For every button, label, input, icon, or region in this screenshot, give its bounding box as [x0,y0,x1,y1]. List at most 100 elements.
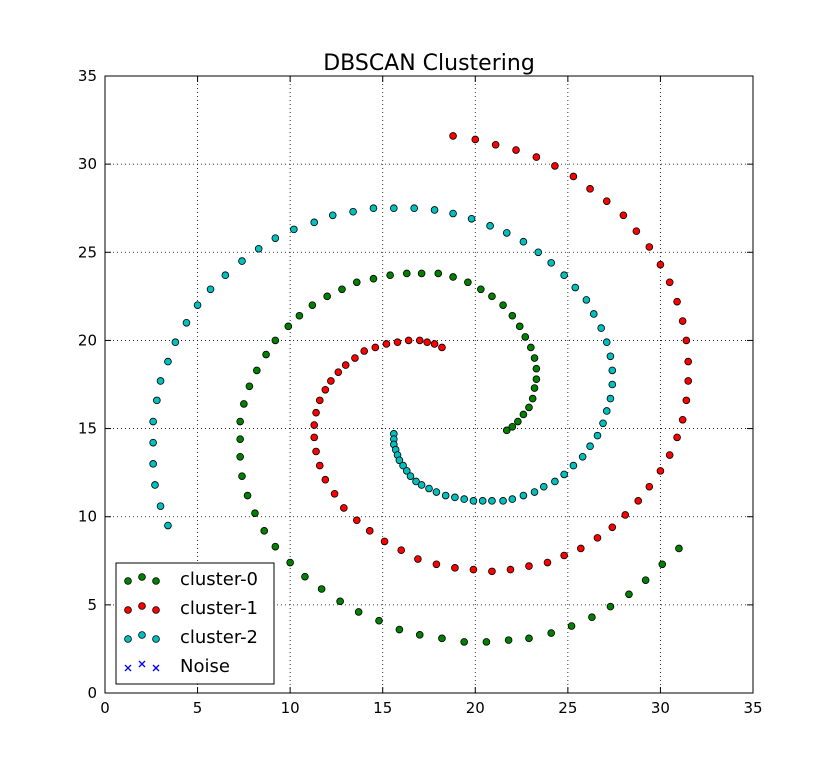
cluster-0-point [336,597,344,606]
cluster-2-point [430,206,439,214]
cluster-0-point [641,576,650,584]
cluster-1-point [543,558,552,567]
cluster-0-point [386,271,394,280]
cluster-2-point [156,377,165,385]
cluster-0-point [527,343,535,352]
cluster-2-point [395,456,404,465]
cluster-1-point [645,243,654,251]
cluster-0-point [482,638,491,646]
cluster-2-point [410,204,418,213]
legend-item-cluster-1: cluster-1 [124,598,258,619]
cluster-1-point [525,562,533,570]
cluster-1-point [371,343,380,352]
cluster-0-point [253,366,261,375]
cluster-1-point [619,211,628,220]
cluster-1-point [430,340,439,348]
legend-items: cluster-0 cluster-1 cluster-2 Noise [124,569,258,677]
cluster-1-point [608,523,617,532]
cluster-0-point [449,273,457,281]
cluster-1-point [656,467,665,475]
cluster-1-point [451,564,459,572]
cluster-0-point [499,301,507,309]
x-tick-label: 15 [373,699,392,717]
cluster-1-point [449,132,457,140]
cluster-1-point [365,527,374,535]
cluster-1-point [315,396,324,405]
legend-label: cluster-2 [180,627,258,648]
cluster-0-point [567,622,576,630]
cluster-2-point [171,338,180,346]
cluster-1-point [632,227,641,235]
legend-marker [152,606,160,614]
cluster-0-point [460,638,468,646]
cluster-1-point [341,361,350,369]
cluster-1-point [560,551,568,560]
cluster-0-point [260,527,269,535]
cluster-0-point [262,350,270,359]
cluster-2-point [369,204,378,213]
cluster-2-point [271,234,280,242]
cluster-0-point [525,403,533,412]
cluster-2-point [441,491,450,500]
cluster-2-point [432,488,441,496]
cluster-2-point [467,214,476,223]
cluster-0-point [317,585,326,593]
y-tick-label: 20 [78,331,97,349]
cluster-1-point [312,408,320,417]
cluster-1-point [673,297,681,306]
cluster-2-point [539,482,548,491]
cluster-2-point [406,472,415,480]
cluster-1-point [656,260,665,269]
cluster-2-point [608,380,617,389]
legend-label: cluster-0 [180,569,258,590]
cluster-2-point [238,257,246,265]
cluster-1-point [506,565,515,574]
cluster-2-point [254,244,263,253]
cluster-2-point [597,324,605,332]
x-tick-label: 20 [466,699,485,717]
cluster-2-point [149,417,157,426]
cluster-0-point [502,426,511,435]
axis-ticks: 0 5 10 15 20 25 30 35 0 5 10 15 20 25 30 35 [78,67,763,717]
cluster-1-point [488,567,496,576]
cluster-2-point [182,318,191,327]
cluster-0-point [243,491,252,500]
legend-marker [124,606,132,614]
cluster-2-point [310,218,319,227]
cluster-0-point [352,278,361,287]
cluster-1-point [682,396,691,405]
cluster-0-point [417,269,426,278]
cluster-0-point [508,311,517,320]
cluster-2-point [164,521,172,530]
x-tick-label: 5 [193,699,203,717]
cluster-1-point [334,368,343,376]
cluster-1-point [415,336,424,345]
cluster-2-point [578,452,587,461]
cluster-2-point [569,461,578,470]
cluster-0-point [504,636,513,644]
cluster-2-point [221,271,230,280]
cluster-1-point [593,534,602,542]
cluster-1-point [310,421,319,429]
legend-marker [138,602,146,610]
cluster-1-point [665,278,674,287]
y-tick-label: 25 [78,243,97,261]
x-tick-label: 0 [100,699,110,717]
cluster-2-point [149,460,157,468]
cluster-2-point [589,310,598,318]
cluster-2-point [519,491,528,500]
cluster-0-point [588,613,596,621]
cluster-1-point [512,146,520,154]
cluster-0-point [236,435,244,443]
legend-label: Noise [180,656,230,677]
cluster-2-point [478,497,487,505]
cluster-2-point [599,419,607,428]
cluster-0-point [521,333,530,341]
legend-marker [138,660,146,668]
cluster-0-point [375,616,383,625]
cluster-2-point [606,394,615,403]
cluster-2-point [399,461,407,470]
cluster-2-point [547,259,555,267]
cluster-0-point [338,285,346,294]
cluster-2-point [519,237,528,246]
